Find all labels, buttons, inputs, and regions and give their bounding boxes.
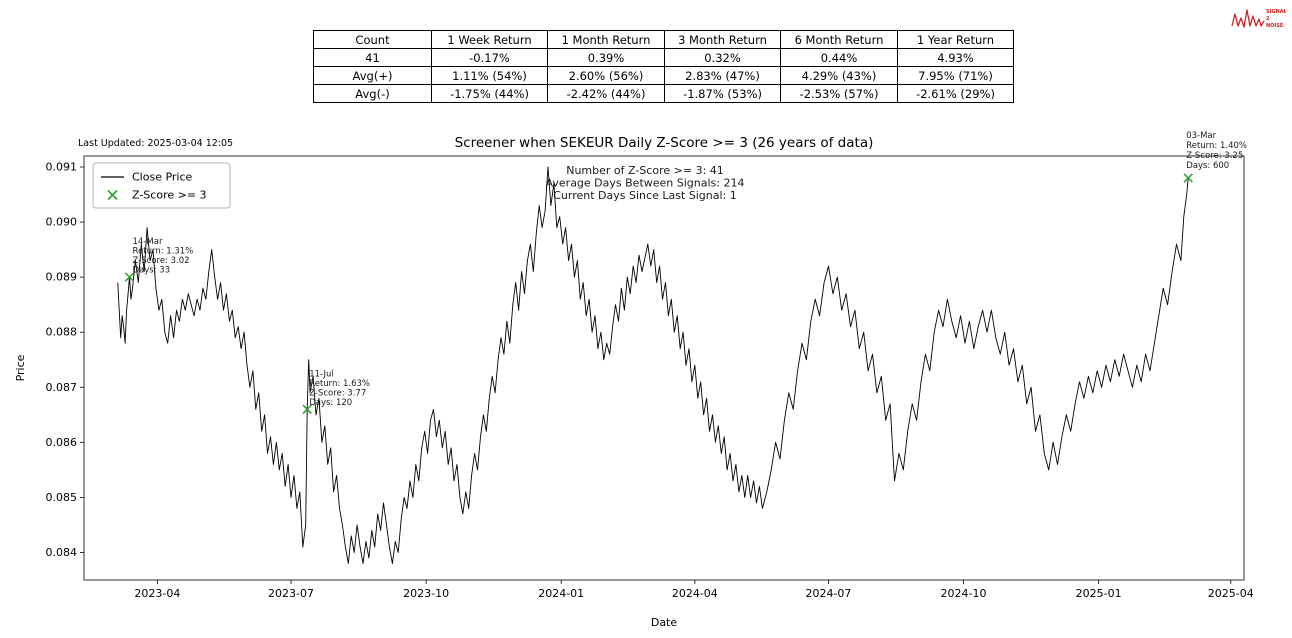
x-tick-label: 2025-01	[1076, 587, 1122, 600]
logo-text-line1: SIGNAL	[1266, 9, 1286, 15]
table-cell: 4.29% (43%)	[780, 66, 898, 85]
y-tick-label: 0.088	[46, 326, 78, 339]
signal-annotation-line: Days: 120	[309, 398, 352, 408]
table-cell: -2.53% (57%)	[780, 84, 898, 103]
legend-label-zscore: Z-Score >= 3	[132, 189, 207, 202]
y-tick-label: 0.090	[46, 216, 78, 229]
table-cell: -1.75% (44%)	[431, 84, 548, 103]
returns-summary-table: Count 1 Week Return 1 Month Return 3 Month …	[313, 30, 1014, 103]
table-header-cell: 6 Month Return	[780, 30, 898, 49]
y-tick-label: 0.089	[46, 271, 78, 284]
z-score-signal-marker	[302, 404, 312, 415]
y-axis-label: Price	[14, 354, 27, 381]
table-header-cell: 3 Month Return	[664, 30, 781, 49]
close-price-line	[117, 166, 1189, 564]
signal-annotation-line: Return: 1.63%	[309, 379, 370, 389]
table-header-cell: Count	[313, 30, 432, 49]
x-tick-label: 2023-04	[134, 587, 180, 600]
table-cell: Avg(-)	[313, 84, 432, 103]
table-cell: 41	[313, 48, 432, 67]
x-tick-label: 2025-04	[1208, 587, 1254, 600]
y-tick-label: 0.087	[46, 381, 78, 394]
signal-annotation-line: Z-Score: 3.25	[1186, 151, 1243, 161]
stats-annotation-line: Current Days Since Last Signal: 1	[553, 189, 736, 202]
table-row: 41 -0.17% 0.39% 0.32% 0.44% 4.93%	[313, 48, 1014, 67]
signal-annotation-line: Z-Score: 3.77	[309, 388, 366, 398]
signal2noise-logo: SIGNAL 2 NOISE	[1230, 4, 1288, 34]
waveform-icon	[1231, 9, 1265, 28]
signal-annotation-line: Days: 600	[1186, 161, 1229, 171]
table-cell: 1.11% (54%)	[431, 66, 548, 85]
last-updated-label: Last Updated: 2025-03-04 12:05	[78, 138, 233, 149]
table-cell: 4.93%	[897, 48, 1014, 67]
legend-box	[92, 162, 231, 209]
table-cell: -0.17%	[431, 48, 548, 67]
table-row: Count 1 Week Return 1 Month Return 3 Month …	[313, 30, 1014, 49]
x-tick-label: 2024-04	[672, 587, 718, 600]
y-tick-label: 0.085	[46, 491, 78, 504]
chart-title: Screener when SEKEUR Daily Z-Score >= 3 …	[455, 135, 874, 151]
x-tick-label: 2023-10	[403, 587, 449, 600]
logo-text-line2: 2	[1266, 16, 1270, 22]
legend-x-marker-sample	[107, 189, 118, 201]
legend-label-close-price: Close Price	[132, 171, 193, 184]
signal-annotation-line: 11-Jul	[309, 369, 334, 379]
y-tick-label: 0.091	[46, 161, 78, 174]
table-header-cell: 1 Month Return	[547, 30, 665, 49]
signal-annotation-line: Return: 1.31%	[133, 247, 194, 257]
stats-annotation-line: Average Days Between Signals: 214	[546, 177, 745, 190]
x-tick-label: 2023-07	[268, 587, 314, 600]
y-tick-label: 0.086	[46, 436, 78, 449]
z-score-signal-marker	[1183, 173, 1193, 183]
table-cell: Avg(+)	[313, 66, 432, 85]
x-axis-label: Date	[651, 616, 678, 629]
signal-annotation-line: Days: 33	[133, 266, 171, 276]
table-row: Avg(-) -1.75% (44%) -2.42% (44%) -1.87% (53…	[313, 84, 1014, 103]
table-header-cell: 1 Week Return	[431, 30, 548, 49]
logo-text-line3: NOISE	[1266, 23, 1284, 29]
table-cell: -2.42% (44%)	[547, 84, 665, 103]
plot-border	[83, 155, 1245, 581]
signal-annotation-line: Return: 1.40%	[1186, 141, 1247, 151]
table-cell: 0.39%	[547, 48, 665, 67]
x-tick-label: 2024-01	[538, 587, 584, 600]
table-cell: -1.87% (53%)	[664, 84, 781, 103]
signal-annotation-line: 14-Mar	[133, 237, 163, 247]
x-tick-label: 2024-07	[805, 587, 851, 600]
signal-annotation-line: Z-Score: 3.02	[133, 256, 190, 266]
signal-annotation-line: 03-Mar	[1186, 131, 1216, 141]
stats-annotation-line: Number of Z-Score >= 3: 41	[566, 164, 724, 177]
table-cell: 2.60% (56%)	[547, 66, 665, 85]
price-chart: 0.084 0.085 0.086 0.087 0.088 0.089 0.090 0.091…	[0, 130, 1292, 634]
table-header-cell: 1 Year Return	[897, 30, 1014, 49]
table-row: Avg(+) 1.11% (54%) 2.60% (56%) 2.83% (47%) 4…	[313, 66, 1014, 85]
table-cell: -2.61% (29%)	[897, 84, 1014, 103]
table-cell: 0.44%	[780, 48, 898, 67]
x-tick-label: 2024-10	[941, 587, 987, 600]
table-cell: 0.32%	[664, 48, 781, 67]
y-tick-label: 0.084	[46, 546, 78, 559]
z-score-signal-marker	[124, 272, 135, 282]
table-cell: 2.83% (47%)	[664, 66, 781, 85]
table-cell: 7.95% (71%)	[897, 66, 1014, 85]
